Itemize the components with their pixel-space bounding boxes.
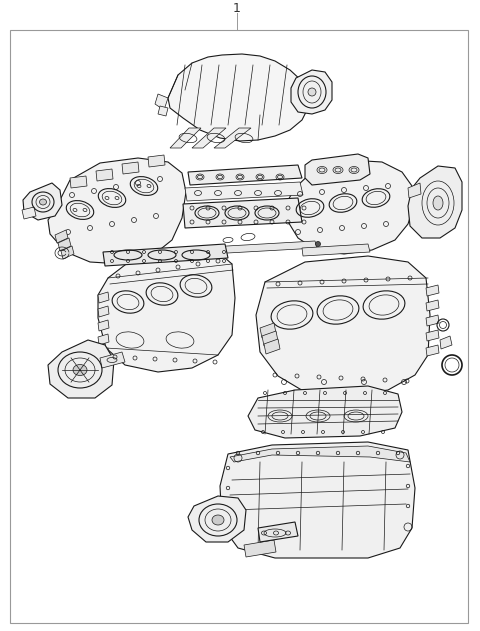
Polygon shape xyxy=(58,238,71,251)
Ellipse shape xyxy=(212,515,224,525)
Polygon shape xyxy=(170,128,201,148)
Polygon shape xyxy=(256,256,430,396)
Polygon shape xyxy=(98,334,109,345)
Polygon shape xyxy=(22,207,36,219)
Polygon shape xyxy=(230,446,410,462)
Polygon shape xyxy=(302,244,370,256)
Polygon shape xyxy=(440,336,452,349)
Polygon shape xyxy=(426,300,439,311)
Polygon shape xyxy=(98,292,109,303)
Ellipse shape xyxy=(433,196,443,210)
Polygon shape xyxy=(214,128,251,148)
Polygon shape xyxy=(48,340,114,398)
Polygon shape xyxy=(248,386,402,438)
Polygon shape xyxy=(426,285,439,296)
Polygon shape xyxy=(287,160,414,254)
Ellipse shape xyxy=(315,242,321,247)
Polygon shape xyxy=(264,339,280,354)
Polygon shape xyxy=(192,128,226,148)
Ellipse shape xyxy=(308,88,316,96)
Text: 1: 1 xyxy=(233,1,241,15)
Polygon shape xyxy=(192,241,317,255)
Ellipse shape xyxy=(73,365,87,375)
Polygon shape xyxy=(426,330,439,341)
Polygon shape xyxy=(220,442,415,558)
Polygon shape xyxy=(188,496,246,542)
Polygon shape xyxy=(96,169,113,181)
Polygon shape xyxy=(98,306,109,317)
Polygon shape xyxy=(70,176,87,188)
Polygon shape xyxy=(408,166,462,238)
Polygon shape xyxy=(258,522,298,542)
Ellipse shape xyxy=(39,199,47,205)
Polygon shape xyxy=(100,352,125,368)
Polygon shape xyxy=(48,158,186,264)
Polygon shape xyxy=(183,198,302,228)
Polygon shape xyxy=(23,183,62,220)
Polygon shape xyxy=(155,94,168,110)
Polygon shape xyxy=(98,320,109,331)
Polygon shape xyxy=(61,246,74,259)
Polygon shape xyxy=(426,315,439,326)
Polygon shape xyxy=(55,230,68,243)
Polygon shape xyxy=(260,323,276,338)
Polygon shape xyxy=(262,331,278,346)
Polygon shape xyxy=(122,162,139,174)
Polygon shape xyxy=(426,345,439,356)
Polygon shape xyxy=(98,348,109,359)
Polygon shape xyxy=(408,183,421,198)
Polygon shape xyxy=(168,54,308,141)
Polygon shape xyxy=(158,106,168,116)
Polygon shape xyxy=(148,155,165,167)
Polygon shape xyxy=(244,540,276,557)
Polygon shape xyxy=(188,165,302,185)
Polygon shape xyxy=(291,70,332,114)
Polygon shape xyxy=(98,248,235,372)
Polygon shape xyxy=(103,244,228,266)
Polygon shape xyxy=(185,182,303,201)
Polygon shape xyxy=(305,154,370,185)
